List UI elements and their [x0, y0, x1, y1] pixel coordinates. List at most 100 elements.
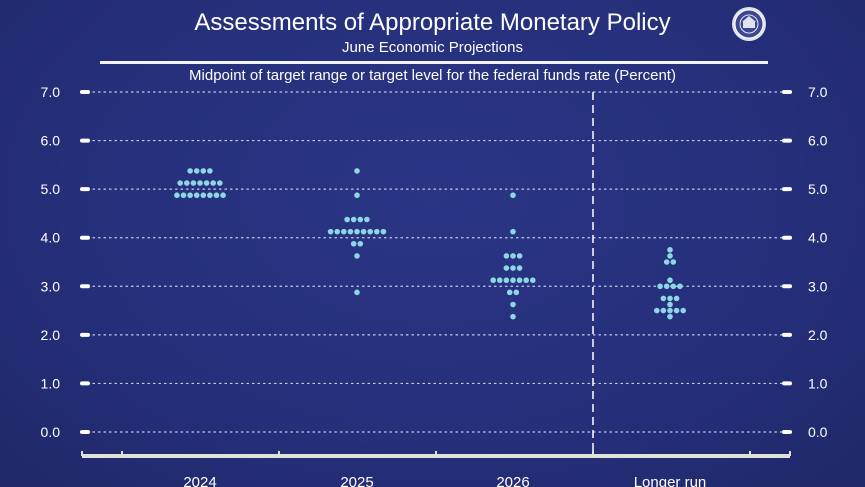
participant-dot — [673, 295, 680, 302]
participant-dot — [490, 277, 497, 284]
participant-dot — [497, 277, 503, 284]
participant-dot — [510, 192, 516, 199]
participant-dot — [380, 228, 387, 235]
y-tick-label-right: 1.0 — [808, 375, 828, 391]
participant-dot — [364, 216, 370, 223]
participant-dot — [341, 228, 347, 235]
participant-dot — [197, 180, 203, 186]
participant-dot — [174, 192, 180, 199]
y-tick-label-right: 3.0 — [808, 278, 828, 294]
participant-dot — [374, 228, 380, 235]
participant-dot — [523, 277, 529, 284]
participant-dot — [516, 265, 523, 271]
participant-dot — [193, 168, 200, 174]
y-tick-label-left: 2.0 — [41, 327, 61, 343]
participant-dot — [177, 180, 183, 186]
participant-dot — [354, 228, 360, 235]
participant-dot — [350, 216, 357, 223]
chart-subtitle: June Economic Projections — [342, 39, 523, 56]
participant-dot — [334, 228, 341, 235]
participant-dot — [217, 180, 223, 186]
participant-dot — [667, 307, 673, 314]
participant-dot — [673, 307, 680, 314]
x-category-label: 2026 — [496, 474, 529, 487]
participant-dot — [220, 192, 226, 199]
y-tick-label-left: 1.0 — [41, 375, 61, 391]
participant-dot — [510, 253, 516, 259]
participant-dot — [530, 277, 536, 284]
y-tick-label-left: 4.0 — [41, 230, 61, 246]
participant-dot — [327, 228, 334, 235]
participant-dot — [367, 228, 374, 235]
participant-dot — [187, 168, 193, 174]
y-tick-label-right: 0.0 — [808, 424, 828, 440]
participant-dot — [667, 253, 673, 259]
chart-title: Assessments of Appropriate Monetary Poli… — [194, 9, 671, 36]
y-tick-label-right: 2.0 — [808, 327, 828, 343]
participant-dot — [190, 180, 197, 186]
participant-dot — [510, 301, 516, 308]
participant-dot — [503, 253, 510, 259]
participant-dot — [344, 216, 350, 223]
participant-dot — [503, 265, 510, 271]
participant-dot — [667, 277, 673, 284]
participant-dot — [210, 180, 216, 186]
participant-dot — [357, 240, 364, 247]
x-category-label: Longer run — [634, 474, 707, 487]
y-tick-label-right: 5.0 — [808, 181, 828, 197]
participant-dot — [506, 289, 513, 296]
y-axis-label: Midpoint of target range or target level… — [189, 67, 676, 84]
participant-dot — [670, 259, 677, 265]
participant-dot — [667, 295, 673, 302]
participant-dot — [354, 192, 360, 199]
participant-dot — [207, 192, 213, 199]
y-tick-label-left: 6.0 — [41, 133, 61, 149]
participant-dot — [667, 313, 673, 320]
participant-dot — [667, 247, 673, 253]
participant-dot — [516, 253, 523, 259]
y-tick-label-left: 5.0 — [41, 181, 61, 197]
participant-dot — [360, 228, 367, 235]
participant-dot — [200, 168, 207, 174]
participant-dot — [207, 168, 213, 174]
participant-dot — [354, 289, 360, 296]
participant-dot — [510, 228, 516, 235]
participant-dot — [354, 253, 360, 259]
participant-dot — [510, 277, 516, 284]
participant-dot — [510, 313, 516, 320]
participant-dot — [657, 283, 663, 290]
participant-dot — [663, 283, 670, 290]
participant-dot — [667, 301, 673, 308]
y-tick-label-left: 7.0 — [41, 84, 61, 100]
participant-dot — [180, 192, 187, 199]
title-divider — [100, 61, 768, 64]
participant-dot — [503, 277, 510, 284]
y-tick-label-right: 4.0 — [808, 230, 828, 246]
participant-dot — [184, 180, 190, 186]
participant-dot — [677, 283, 683, 290]
participant-dot — [347, 228, 354, 235]
participant-dot — [680, 307, 686, 314]
federal-reserve-seal-icon — [732, 7, 766, 41]
x-category-label: 2024 — [183, 474, 216, 487]
participant-dot — [513, 289, 520, 296]
y-tick-label-right: 7.0 — [808, 84, 828, 100]
participant-dot — [213, 192, 220, 199]
participant-dot — [193, 192, 200, 199]
participant-dot — [670, 283, 677, 290]
participant-dot — [187, 192, 193, 199]
participant-dot — [660, 295, 667, 302]
participant-dot — [663, 259, 670, 265]
participant-dot — [510, 265, 516, 271]
participant-dot — [516, 277, 523, 284]
participant-dot — [660, 307, 667, 314]
participant-dot — [357, 216, 364, 223]
participant-dot — [350, 240, 357, 247]
participant-dot — [203, 180, 210, 186]
participant-dot — [654, 307, 660, 314]
x-category-label: 2025 — [340, 474, 373, 487]
participant-dot — [200, 192, 207, 199]
y-tick-label-left: 3.0 — [41, 278, 61, 294]
participant-dot — [354, 168, 360, 174]
